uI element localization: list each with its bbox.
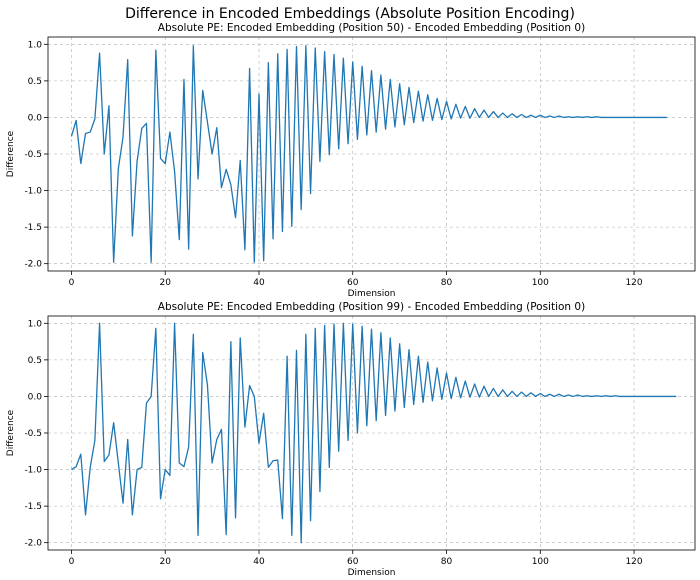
y-tick-label: -1.0 [24,187,42,197]
y-tick-label: 0.5 [28,77,42,87]
x-axis-label: Dimension [348,568,396,578]
x-axis-label: Dimension [348,289,396,299]
chart-panel-2: 0 20 40 60 80 100 120 1.0 0.5 0.0 -0.5 -1.0 -1.5 -2.0… [6,301,696,578]
y-tick-label: -2.0 [24,539,42,549]
chart-title: Absolute PE: Encoded Embedding (Position… [158,301,585,313]
x-tick-label: 100 [532,278,549,288]
y-tick-label: -2.0 [24,260,42,270]
y-tick-label: 0.0 [28,392,43,402]
x-tick-label: 40 [253,278,265,288]
x-tick-label: 60 [347,278,359,288]
y-axis-label: Difference [6,409,16,456]
x-tick-label: 0 [69,278,75,288]
y-tick-label: -1.0 [24,466,42,476]
series-line [71,322,677,544]
y-tick-label: -1.5 [24,502,42,512]
y-tick-label: 0.0 [28,113,43,123]
x-tick-label: 80 [441,278,453,288]
chart-title: Absolute PE: Encoded Embedding (Position… [158,22,585,34]
x-tick-label: 100 [532,557,549,567]
chart-panel-1: 0 20 40 60 80 100 120 1.0 0.5 0.0 -0.5 -1.0 -1.5 -2.0… [6,22,696,299]
y-tick-label: 0.5 [28,356,42,366]
x-tick-label: 20 [159,278,171,288]
x-tick-label: 0 [69,557,75,567]
x-tick-label: 40 [253,557,265,567]
y-tick-label: -1.5 [24,223,42,233]
chart-panels: 0 20 40 60 80 100 120 1.0 0.5 0.0 -0.5 -1.0 -1.5 -2.0… [6,22,696,578]
x-tick-label: 120 [625,557,642,567]
x-tick-label: 60 [347,557,359,567]
y-tick-label: -0.5 [24,150,42,160]
y-tick-label: 1.0 [28,40,43,50]
series-line [70,45,667,263]
figure-title: Difference in Encoded Embeddings (Absolu… [125,6,575,22]
y-tick-label: -0.5 [24,429,42,439]
x-tick-label: 20 [159,557,171,567]
x-tick-label: 80 [441,557,453,567]
x-tick-label: 120 [625,278,642,288]
y-tick-label: 1.0 [28,319,43,329]
y-axis-label: Difference [6,130,16,177]
